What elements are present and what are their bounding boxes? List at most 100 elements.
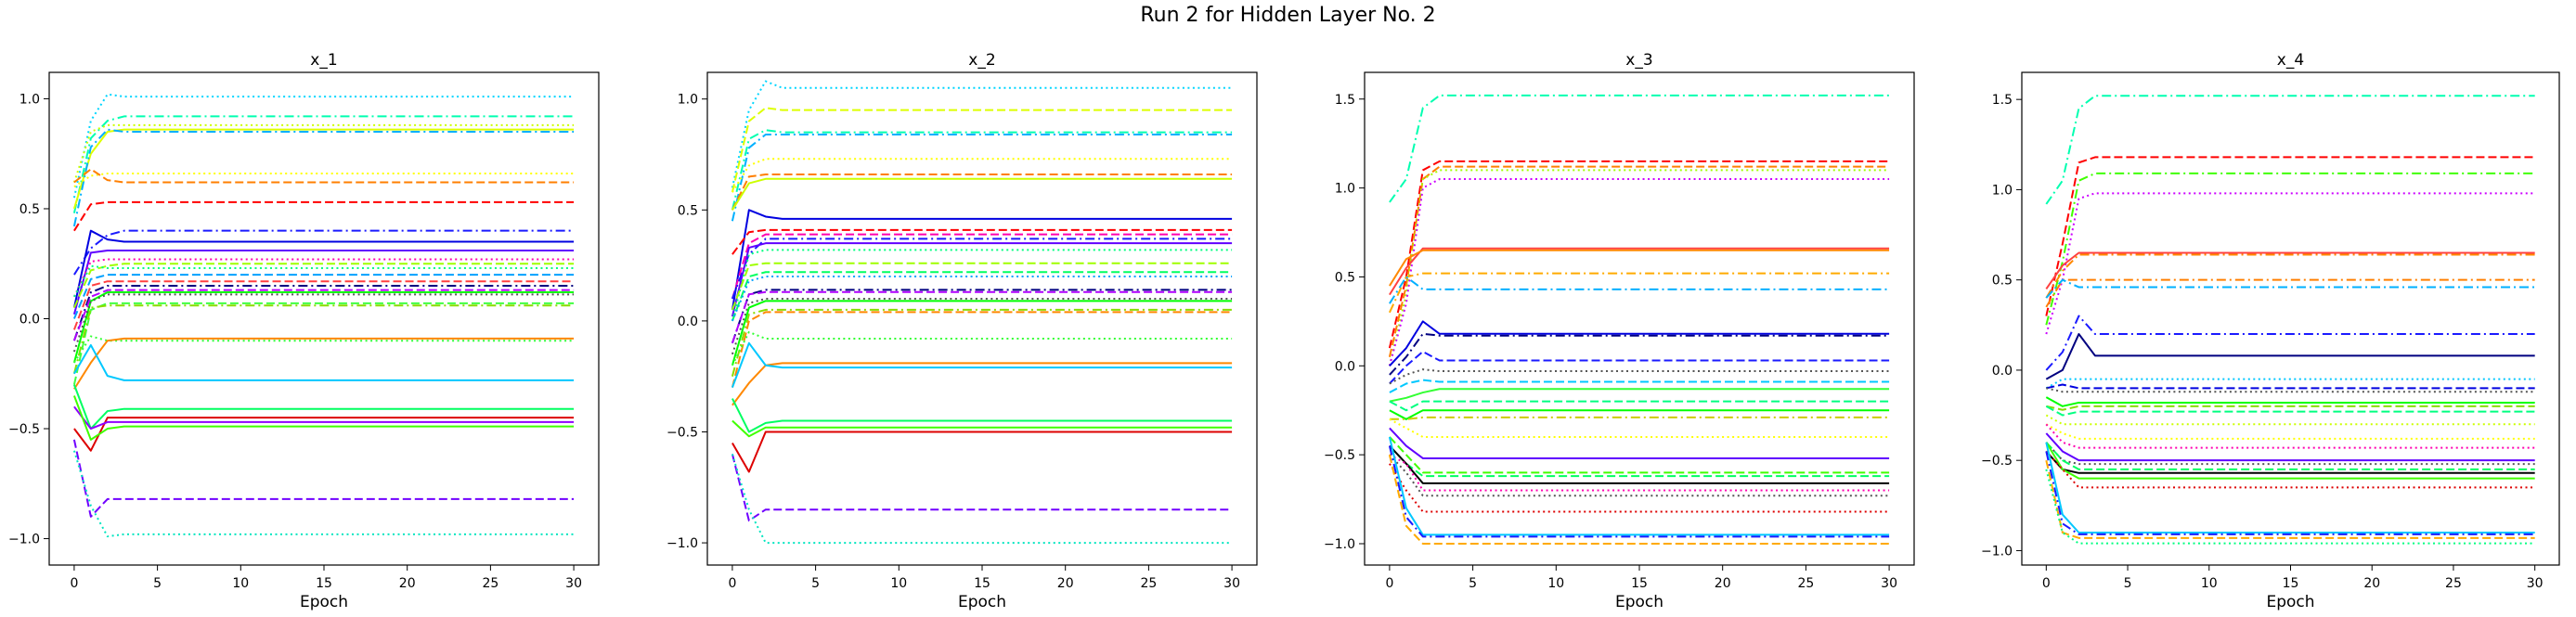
series-line-29	[1388, 454, 1890, 545]
x-tick-label: 20	[1057, 576, 1074, 591]
series-line-13	[1389, 368, 1890, 385]
axes-frame	[706, 71, 1258, 566]
series-line-12	[731, 242, 1233, 317]
series-line-29	[731, 454, 1233, 522]
x-tick-label: 30	[1881, 576, 1897, 591]
series-line-10	[2045, 333, 2535, 380]
x-tick-label: 10	[1547, 576, 1564, 591]
x-tick-label: 5	[1469, 576, 1477, 591]
series-line-9	[2045, 315, 2535, 371]
series-line-14	[731, 262, 1233, 311]
x-tick-label: 5	[153, 576, 162, 591]
series-line-25	[2045, 450, 2535, 489]
series-line-13	[2046, 387, 2535, 393]
y-tick-label: 0.5	[1335, 270, 1355, 285]
x-tick-label: 5	[2124, 576, 2132, 591]
series-line-19	[72, 291, 575, 364]
y-tick-label: 1.0	[1335, 182, 1355, 197]
series-line-30	[731, 454, 1233, 545]
series-line-29	[72, 395, 575, 441]
series-line-22	[72, 304, 575, 375]
figure-title: Run 2 for Hidden Layer No. 2	[1140, 4, 1436, 27]
y-tick-label: 0.0	[1335, 359, 1355, 374]
x-tick-label: 30	[565, 576, 582, 591]
series-line-8	[2045, 278, 2535, 299]
y-tick-label: −0.5	[1981, 454, 2013, 469]
y-tick-label: −1.0	[667, 536, 698, 551]
subplot-4: 0 5 10 15 20 25 30 −1.0 −0.5 0.0 0.5 1.0 1.5 x_4 Epoch	[1981, 51, 2560, 611]
series-line-8	[73, 200, 575, 232]
y-tick-label: 0.5	[19, 202, 40, 217]
series-line-10	[731, 233, 1233, 300]
series-line-27	[1388, 436, 1890, 536]
series-line-17	[72, 284, 575, 341]
series-line-5	[731, 158, 1233, 193]
y-tick-label: 1.0	[19, 92, 40, 107]
subplot-title: x_1	[310, 51, 337, 70]
x-tick-label: 20	[399, 576, 416, 591]
x-axis-label: Epoch	[2266, 593, 2314, 611]
series-line-7	[1389, 249, 1890, 287]
series-line-14	[1389, 379, 1890, 393]
series-line-26	[1389, 463, 1890, 513]
series-line-25	[731, 341, 1233, 388]
x-tick-label: 15	[316, 576, 332, 591]
y-tick-label: −0.5	[667, 425, 698, 440]
series-line-23	[73, 335, 575, 364]
x-tick-label: 0	[2042, 576, 2051, 591]
subplot-title: x_3	[1625, 51, 1652, 70]
series-line-15	[2046, 405, 2535, 411]
series-line-3	[2045, 172, 2535, 326]
series-line-8	[1389, 272, 1890, 314]
x-tick-label: 0	[728, 576, 736, 591]
axes-frame	[48, 71, 600, 566]
y-tick-label: 0.0	[19, 313, 40, 328]
series-line-13	[72, 263, 575, 309]
series-line-19	[1389, 418, 1890, 438]
x-tick-label: 25	[482, 576, 498, 591]
series-line-17	[2045, 414, 2535, 426]
series-line-24	[731, 362, 1233, 406]
series-line-15	[731, 271, 1233, 322]
series-line-1	[1389, 94, 1890, 203]
series-line-3	[1388, 165, 1890, 357]
series-line-11	[2045, 378, 2535, 390]
series-line-21	[72, 302, 575, 385]
series-line-18	[1389, 416, 1890, 420]
series-line-16	[2045, 405, 2535, 417]
series-line-12	[1389, 350, 1890, 385]
y-tick-label: −1.0	[1981, 544, 2013, 559]
series-line-17	[731, 289, 1233, 344]
series-line-21	[1389, 436, 1890, 474]
y-tick-label: −0.5	[8, 422, 40, 437]
series-line-28	[2045, 459, 2535, 539]
series-line-19	[2045, 423, 2535, 449]
series-line-10	[72, 229, 575, 308]
y-tick-label: 0.0	[678, 315, 698, 329]
series-line-20	[731, 300, 1233, 366]
series-line-2	[72, 115, 575, 213]
series-line-21	[731, 308, 1233, 377]
series-line-18	[2045, 423, 2535, 440]
series-line-25	[1389, 454, 1890, 497]
x-tick-label: 10	[232, 576, 249, 591]
y-tick-label: 0.0	[1992, 364, 2013, 379]
series-line-17	[1389, 409, 1890, 420]
series-line-19	[731, 297, 1233, 355]
subplot-title: x_4	[2277, 51, 2304, 70]
y-tick-label: −1.0	[1324, 537, 1355, 552]
series-line-28	[1388, 445, 1890, 538]
series-line-6	[731, 174, 1233, 211]
series-line-15	[72, 274, 575, 319]
series-line-4	[2045, 192, 2535, 335]
x-tick-label: 10	[890, 576, 907, 591]
y-tick-label: 1.0	[1992, 183, 2013, 198]
series-line-24	[73, 337, 575, 390]
series-line-23	[731, 330, 1233, 366]
series-line-2	[1388, 160, 1890, 349]
x-tick-label: 0	[1385, 576, 1393, 591]
subplot-2: 0 5 10 15 20 25 30 −1.0 −0.5 0.0 0.5 1.0 x_2 Epoch	[667, 51, 1258, 611]
series-line-20	[2045, 432, 2535, 462]
series-line-20	[1389, 427, 1890, 459]
x-tick-label: 0	[70, 576, 78, 591]
